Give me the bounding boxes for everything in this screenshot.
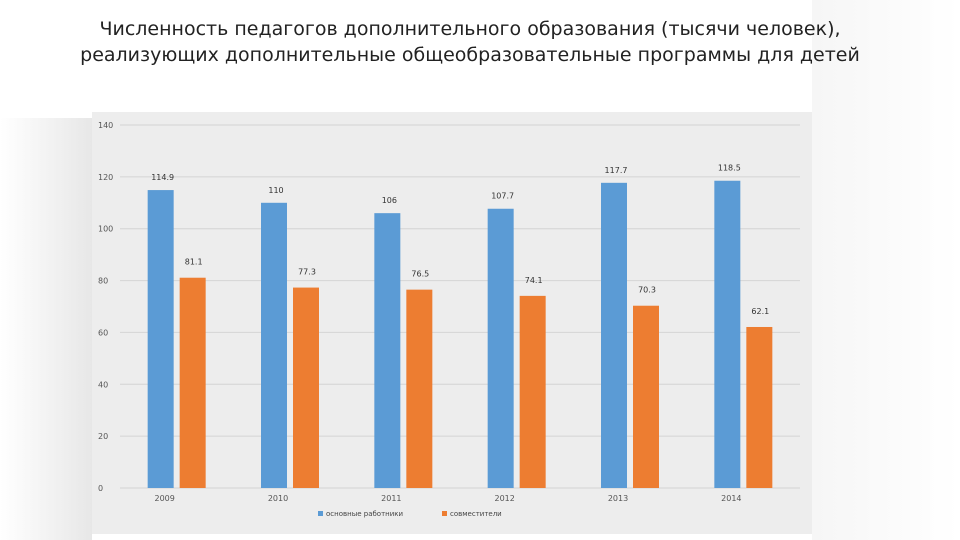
y-tick-label: 0 [98, 484, 103, 493]
title-line-2: реализующих дополнительные общеобразоват… [80, 44, 860, 66]
bar-part-time-2013 [633, 305, 659, 488]
y-axis-ticks: 0 20 40 60 80 100 120 140 [98, 121, 113, 493]
y-tick-label: 40 [98, 380, 108, 389]
data-label: 74.1 [525, 276, 543, 285]
x-tick-label: 2012 [494, 494, 514, 503]
bars [147, 180, 773, 489]
x-axis-ticks: 2009 2010 2011 2012 2013 2014 [154, 494, 741, 503]
gridlines [120, 124, 800, 489]
x-tick-label: 2011 [381, 494, 401, 503]
bar-part-time-2010 [293, 287, 319, 488]
bar-part-time-2014 [746, 326, 773, 488]
data-label: 117.7 [605, 166, 628, 175]
data-label: 107.7 [491, 192, 514, 201]
bar-main-staff-2012 [487, 208, 514, 489]
legend-swatch [442, 511, 447, 516]
x-tick-label: 2013 [608, 494, 628, 503]
legend-label: основные работники [326, 510, 403, 518]
data-label: 114.9 [151, 173, 174, 182]
x-tick-label: 2010 [268, 494, 288, 503]
bar-main-staff-2010 [261, 202, 287, 489]
bar-main-staff-2009 [147, 190, 174, 488]
y-tick-label: 80 [98, 277, 108, 286]
page-title: Численность педагогов дополнительного об… [40, 16, 900, 68]
data-label: 106 [382, 196, 397, 205]
left-background-shade [0, 118, 92, 540]
y-tick-label: 20 [98, 432, 108, 441]
data-label: 81.1 [185, 258, 203, 267]
chart-panel [92, 112, 812, 534]
legend: основные работники совместители [318, 510, 502, 518]
right-background-shade [812, 0, 960, 540]
data-label: 118.5 [718, 164, 741, 173]
data-label: 62.1 [751, 307, 769, 316]
bar-main-staff-2014 [714, 180, 741, 488]
legend-swatch [318, 511, 323, 516]
data-label: 110 [268, 186, 283, 195]
x-tick-label: 2014 [721, 494, 741, 503]
data-labels: 114.9 81.1 110 77.3 106 76.5 107.7 74.1 117.7 70.… [151, 164, 769, 316]
data-label: 76.5 [411, 270, 429, 279]
bar-main-staff-2011 [374, 213, 401, 488]
title-line-1: Численность педагогов дополнительного об… [99, 18, 841, 40]
data-label: 77.3 [298, 268, 316, 277]
data-label: 70.3 [638, 286, 656, 295]
bar-part-time-2009 [179, 277, 206, 488]
legend-label: совместители [450, 510, 502, 518]
x-tick-label: 2009 [154, 494, 174, 503]
bar-part-time-2012 [519, 295, 546, 488]
y-tick-label: 140 [98, 121, 113, 130]
y-tick-label: 120 [98, 173, 113, 182]
bar-main-staff-2013 [601, 182, 627, 488]
y-tick-label: 100 [98, 225, 113, 234]
y-tick-label: 60 [98, 328, 108, 337]
bar-part-time-2011 [406, 289, 433, 488]
